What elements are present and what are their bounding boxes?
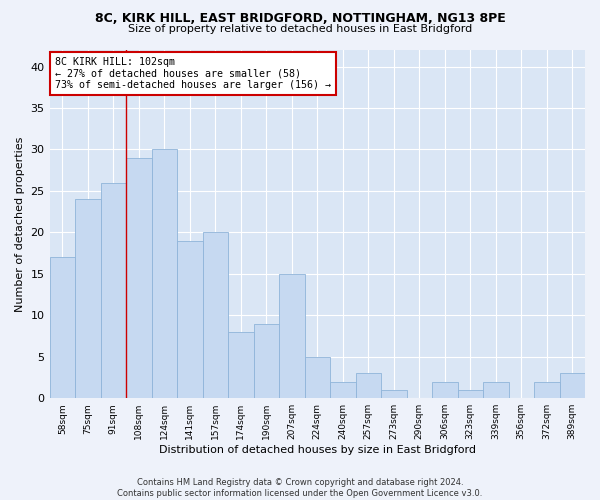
Text: 8C KIRK HILL: 102sqm
← 27% of detached houses are smaller (58)
73% of semi-detac: 8C KIRK HILL: 102sqm ← 27% of detached h…	[55, 57, 331, 90]
Bar	[279, 274, 305, 398]
Bar	[534, 382, 560, 398]
X-axis label: Distribution of detached houses by size in East Bridgford: Distribution of detached houses by size …	[159, 445, 476, 455]
Bar	[203, 232, 228, 398]
Bar	[254, 324, 279, 398]
Text: Contains HM Land Registry data © Crown copyright and database right 2024.
Contai: Contains HM Land Registry data © Crown c…	[118, 478, 482, 498]
Bar	[101, 182, 126, 398]
Bar	[356, 374, 381, 398]
Text: 8C, KIRK HILL, EAST BRIDGFORD, NOTTINGHAM, NG13 8PE: 8C, KIRK HILL, EAST BRIDGFORD, NOTTINGHA…	[95, 12, 505, 26]
Bar	[228, 332, 254, 398]
Bar	[75, 199, 101, 398]
Bar	[432, 382, 458, 398]
Bar	[483, 382, 509, 398]
Y-axis label: Number of detached properties: Number of detached properties	[15, 136, 25, 312]
Bar	[177, 240, 203, 398]
Bar	[458, 390, 483, 398]
Bar	[560, 374, 585, 398]
Text: Size of property relative to detached houses in East Bridgford: Size of property relative to detached ho…	[128, 24, 472, 34]
Bar	[305, 357, 330, 398]
Bar	[381, 390, 407, 398]
Bar	[330, 382, 356, 398]
Bar	[50, 258, 75, 398]
Bar	[152, 150, 177, 398]
Bar	[126, 158, 152, 398]
